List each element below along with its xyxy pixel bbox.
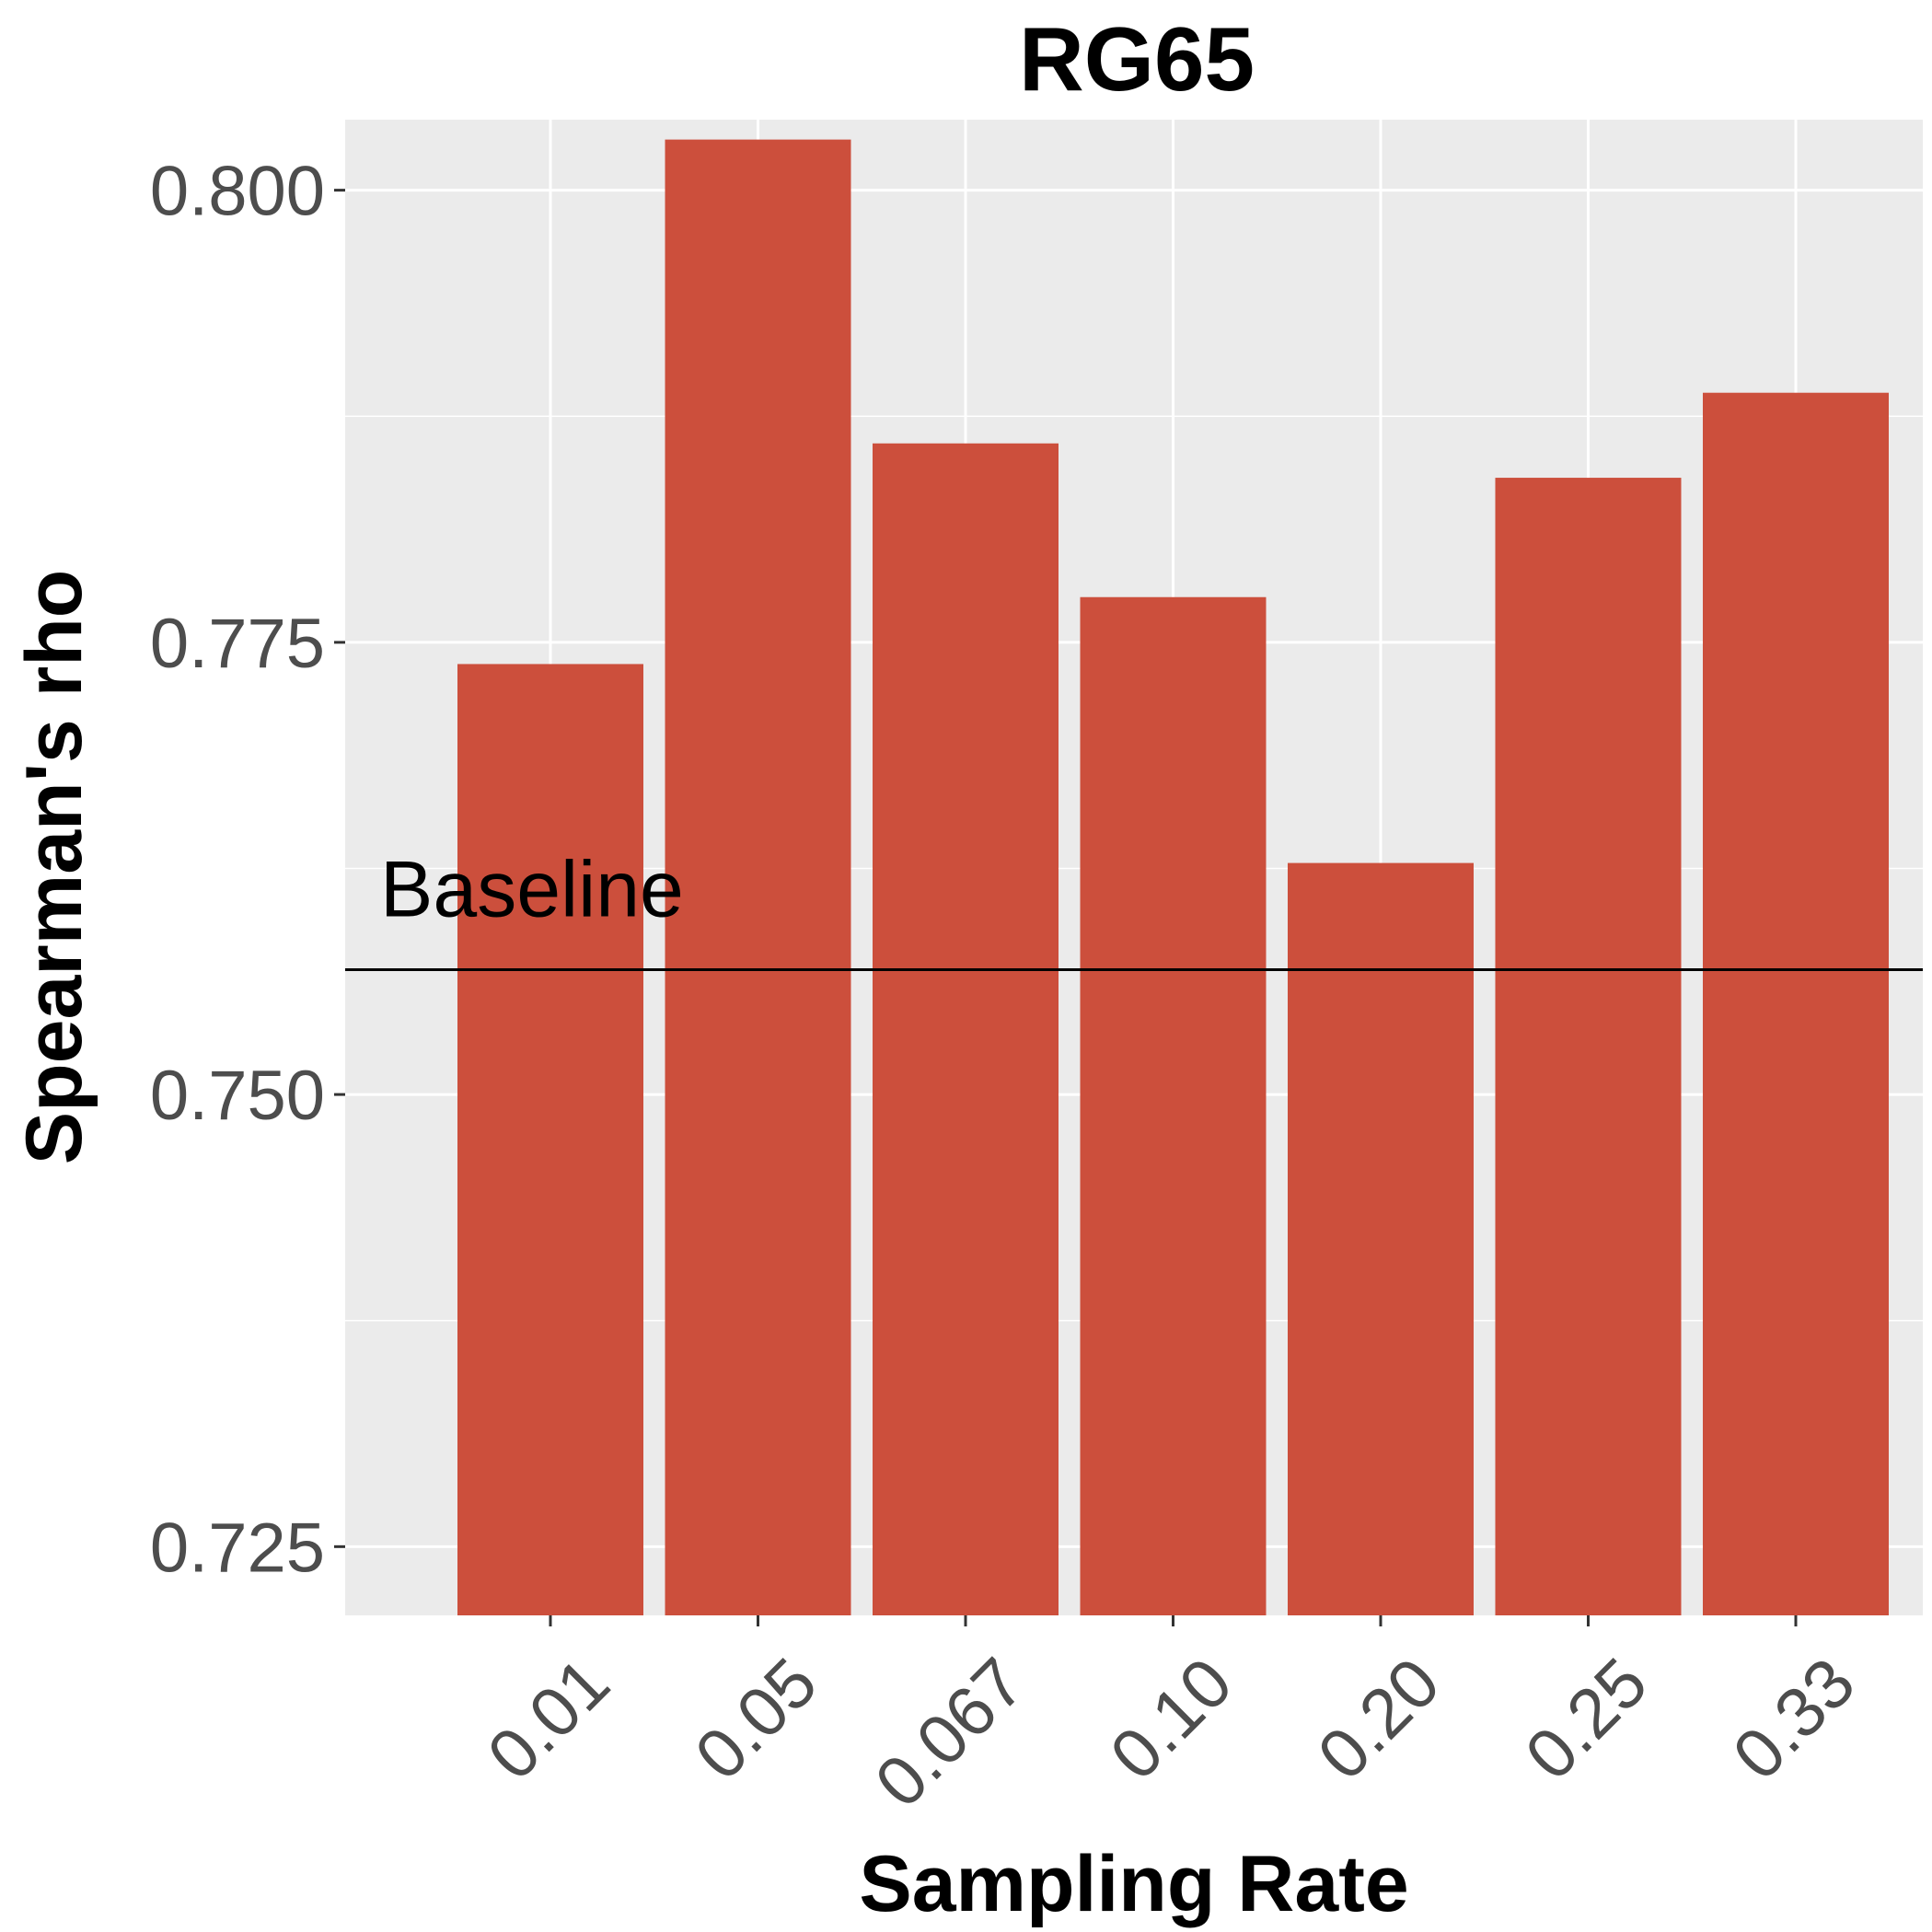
chart-title: RG65 bbox=[1019, 8, 1255, 110]
y-axis-title: Spearman's rho bbox=[10, 570, 98, 1165]
x-tick-label: 0.25 bbox=[1510, 1643, 1662, 1795]
y-tick-label: 0.775 bbox=[150, 605, 325, 683]
y-tick-label: 0.800 bbox=[150, 153, 325, 231]
bar-0.25 bbox=[1495, 478, 1682, 1615]
baseline-label: Baseline bbox=[380, 846, 684, 934]
x-axis: 0.01 0.05 0.067 0.10 0.20 0.25 0.33 bbox=[473, 1615, 1870, 1822]
bar-0.33 bbox=[1703, 392, 1889, 1615]
bar-0.05 bbox=[665, 139, 851, 1616]
bar-0.01 bbox=[457, 664, 643, 1615]
x-tick-label: 0.20 bbox=[1303, 1643, 1455, 1795]
x-tick-label: 0.05 bbox=[680, 1643, 832, 1795]
bar-0.067 bbox=[873, 443, 1059, 1615]
y-axis: 0.725 0.750 0.775 0.800 bbox=[150, 153, 345, 1587]
bar-0.10 bbox=[1080, 596, 1267, 1615]
bars bbox=[457, 139, 1889, 1616]
y-tick-label: 0.750 bbox=[150, 1057, 325, 1135]
y-tick-label: 0.725 bbox=[150, 1509, 325, 1587]
x-axis-title: Sampling Rate bbox=[859, 1840, 1408, 1928]
x-tick-label: 0.01 bbox=[473, 1643, 625, 1795]
x-tick-label: 0.33 bbox=[1718, 1643, 1870, 1795]
x-tick-label: 0.067 bbox=[861, 1643, 1040, 1822]
bar-0.20 bbox=[1288, 862, 1474, 1615]
x-tick-label: 0.10 bbox=[1095, 1643, 1247, 1795]
